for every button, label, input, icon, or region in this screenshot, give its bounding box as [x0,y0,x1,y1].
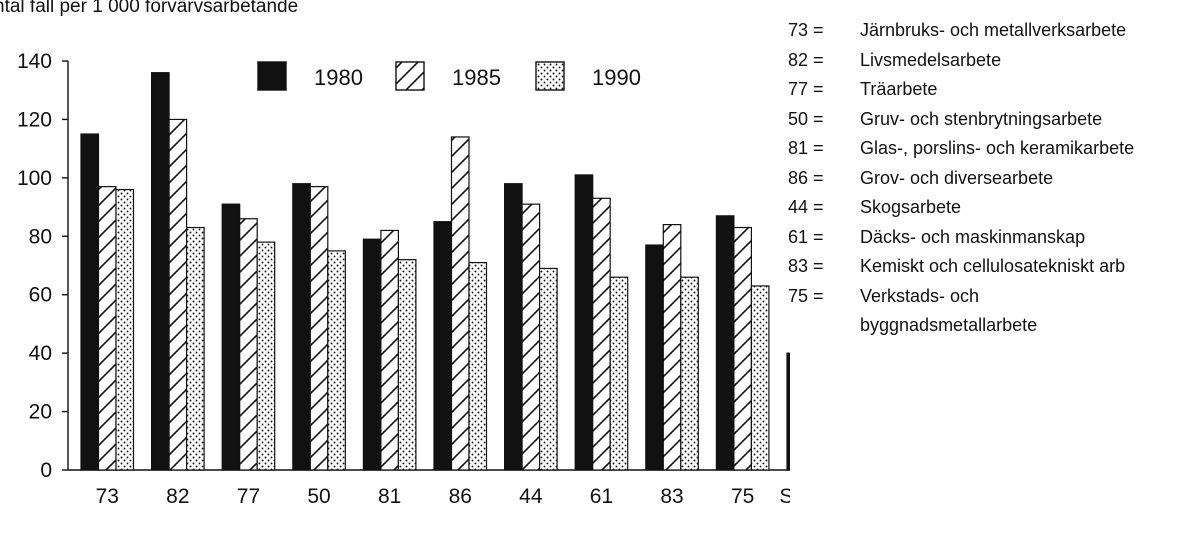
legend-item: 86 = Grov- och diversearbete [788,164,1184,194]
x-tick-label: 61 [590,485,613,508]
x-tick-label: 50 [307,485,330,508]
legend-code: 82 = [788,49,824,70]
legend-label-1985: 1985 [452,65,501,90]
legend-text: Järnbruks- och metallverksarbete [860,20,1127,40]
bar-1985-77 [239,218,258,471]
bar-1985-61 [592,197,611,471]
x-tick-label: 81 [378,485,401,508]
bar-1980-73 [80,133,100,471]
y-tick-label: 80 [29,225,52,248]
y-tick-label: 120 [17,108,52,131]
bar-chart: 0 20 40 60 80 100 120 140 73 82 77 50 81 86 44 61 83 75 S… [17,50,790,533]
y-tick-label: 0 [40,459,52,482]
bar-1990-77 [256,241,276,471]
bar-1985-82 [168,118,188,471]
y-tick-label: 20 [29,401,52,424]
bar-1985-44 [521,203,541,471]
legend-item: 83 = Kemiskt och cellulosatekniskt arb [788,252,1184,282]
x-tick-label: 73 [96,485,119,508]
bar-1990-61 [609,276,629,471]
bar-1985-73 [97,186,117,471]
legend-code: 73 = [788,20,824,40]
legend-swatch-1985 [395,61,425,91]
x-tick-label: 77 [237,485,260,508]
bar-1990-44 [538,267,558,471]
bar-1990-73 [115,188,135,471]
legend-text: Glas-, porslins- och keramikarbete [860,138,1135,158]
x-tick-label: 82 [166,485,189,508]
bar-1980-samtliga-yrken [786,352,790,471]
legend-item: 61 = Däcks- och maskinmanskap [788,223,1184,253]
bar-1990-81 [397,259,417,471]
bar-1980-86 [433,221,453,471]
bar-1985-83 [662,224,682,471]
legend-item: 50 = Gruv- och stenbrytningsarbete [788,105,1184,135]
bar-1985-50 [309,186,329,471]
legend-code: 75 = [788,285,824,306]
legend-code: 44 = [788,197,824,217]
legend-text: Träarbete [860,79,938,99]
y-tick-label: 140 [17,50,52,73]
y-tick-label: 60 [29,284,52,307]
legend-item: 73 = Järnbruks- och metallverksarbete [788,16,1184,46]
legend-swatch-1990 [535,61,565,91]
x-tick-label: 75 [731,485,754,508]
legend-text: Kemiskt och cellulosatekniskt arb [860,256,1126,276]
x-tick-label: Samtligayrken [779,485,790,533]
x-tick-label: 86 [449,485,472,508]
y-axis: 0 20 40 60 80 100 120 140 [17,50,69,482]
legend-item: 75 = Verkstads- och [788,282,1184,312]
bar-1980-75 [715,215,735,471]
legend-item: 44 = Skogsarbete [788,193,1184,223]
legend-item: 77 = Träarbete [788,75,1184,105]
bar-1980-44 [504,183,523,471]
bar-1980-77 [221,203,241,471]
legend-text: Verkstads- och [860,285,980,306]
bar-1990-50 [327,250,346,471]
bar-1990-82 [186,226,205,471]
legend-code: 77 = [788,79,824,99]
legend-item: 82 = Livsmedelsarbete [788,46,1184,76]
series-legend: 1980 1985 1990 [257,61,641,91]
category-legend: 73 = Järnbruks- och metallverksarbete 82 … [788,16,1184,341]
x-tick-label: 83 [660,485,683,508]
legend-label-1990: 1990 [592,65,641,90]
y-tick-label: 100 [17,167,52,190]
chart-title: ntal fall per 1 000 förvärvsarbetande [0,0,299,17]
x-tick-label: 44 [519,485,543,508]
legend-text: Skogsarbete [860,197,962,217]
legend-code: 81 = [788,138,824,158]
legend-text: Livsmedelsarbete [860,49,1002,70]
bar-1980-83 [645,244,664,471]
bars [80,72,790,471]
legend-code: 61 = [788,226,824,247]
x-axis: 73 82 77 50 81 86 44 61 83 75 Samtligayrken [68,469,790,533]
legend-code: 50 = [788,108,824,129]
legend-text: Grov- och diversearbete [860,167,1054,188]
legend-label-1980: 1980 [314,65,363,90]
bar-1985-75 [733,226,753,471]
bar-1990-86 [468,261,488,471]
bar-1980-81 [362,238,382,471]
y-tick-label: 40 [29,342,52,365]
bar-1980-61 [574,174,594,471]
legend-text: Däcks- och maskinmanskap [860,226,1086,247]
bar-1985-86 [450,136,470,471]
legend-code: 86 = [788,167,824,188]
bar-1980-50 [292,183,311,471]
bar-1985-81 [380,229,399,471]
bar-1990-83 [680,276,699,471]
legend-text: Gruv- och stenbrytningsarbete [860,108,1103,129]
legend-swatch-1980 [257,61,287,91]
bar-1990-75 [750,285,770,471]
legend-code: 83 = [788,256,824,276]
legend-item-continuation: byggnadsmetallarbete [860,315,1038,335]
legend-item: 81 = Glas-, porslins- och keramikarbete [788,134,1184,164]
bar-1980-82 [151,72,170,471]
